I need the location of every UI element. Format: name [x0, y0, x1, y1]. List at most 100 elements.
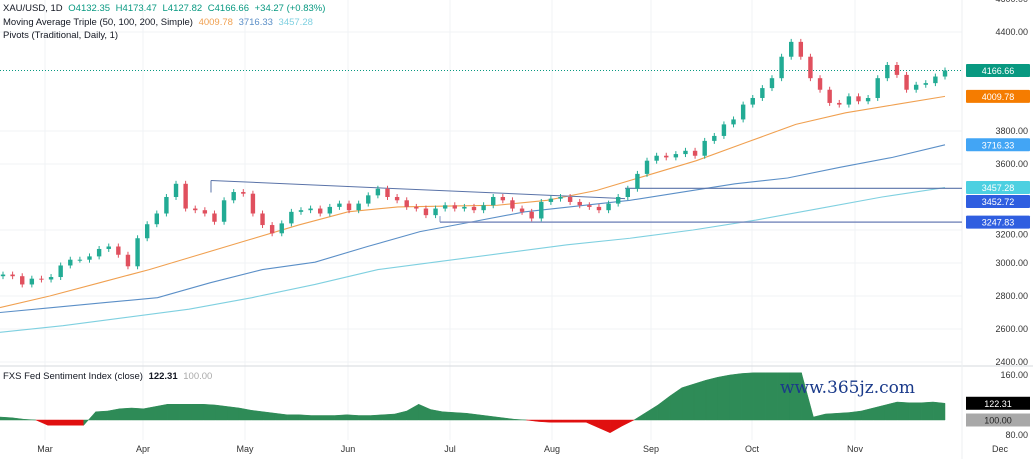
sentiment-area-segment — [466, 412, 479, 421]
x-tick-label: Jul — [444, 444, 456, 454]
sentiment-area-segment — [346, 414, 360, 421]
candle — [817, 75, 823, 93]
price-label-bg — [966, 181, 1030, 195]
candle — [750, 95, 755, 108]
sentiment-area-segment — [430, 409, 443, 421]
sentiment-area-segment — [478, 414, 491, 421]
candle-body — [875, 78, 880, 98]
sentiment-area-segment — [358, 415, 372, 421]
sentiment-area-segment — [681, 383, 695, 421]
candle — [260, 210, 265, 229]
candle-body — [202, 210, 208, 214]
candle — [289, 208, 294, 227]
indicator-baseline-tag-bg — [966, 413, 1030, 427]
indicator-y-tick-label: 80.00 — [1005, 430, 1028, 440]
candle — [712, 132, 717, 144]
candle-body — [337, 203, 342, 207]
sentiment-area-segment — [932, 401, 946, 421]
candle-body — [366, 195, 371, 204]
candle-body — [606, 203, 611, 211]
candle-body — [260, 213, 265, 226]
y-tick-label: 4400.00 — [995, 27, 1028, 37]
sentiment-area-segment — [585, 419, 599, 428]
candle — [250, 190, 256, 217]
candle-body — [779, 56, 784, 79]
sentiment-area-segment — [298, 414, 312, 421]
indicator-value-tag: 122.31 — [984, 399, 1012, 409]
sentiment-area-segment — [442, 411, 455, 421]
candle — [664, 152, 669, 161]
sentiment-area-segment — [920, 401, 934, 421]
x-tick-label: Nov — [847, 444, 864, 454]
candle-body — [596, 206, 602, 211]
candle-body — [356, 203, 361, 211]
candle-body — [827, 89, 832, 103]
sentiment-area-segment — [322, 415, 336, 421]
candle-body — [68, 259, 73, 266]
candle-body — [375, 188, 381, 196]
candle-body — [471, 206, 477, 211]
sentiment-area-segment — [657, 395, 671, 421]
candle — [375, 185, 381, 199]
candle — [10, 271, 15, 280]
candle-body — [221, 200, 227, 222]
sentiment-area-segment — [95, 410, 108, 421]
candle — [269, 222, 275, 237]
y-tick-label: 4600.00 — [995, 0, 1028, 4]
candle-body — [923, 83, 928, 85]
sentiment-area-segment — [538, 419, 551, 423]
candle — [0, 271, 6, 280]
sentiment-area-segment — [310, 415, 324, 421]
pivots-legend[interactable]: Pivots (Traditional, Daily, 1) — [3, 30, 121, 41]
x-tick-label: May — [236, 444, 254, 454]
sentiment-area-segment — [490, 415, 503, 421]
candle — [596, 203, 602, 214]
sentiment-area-segment — [215, 404, 228, 421]
candle — [683, 147, 688, 158]
candle — [125, 251, 131, 270]
sentiment-area-segment — [155, 403, 168, 421]
sentiment-area-segment — [861, 407, 874, 421]
candle — [154, 210, 159, 228]
candle — [77, 256, 83, 263]
x-tick-label: Oct — [745, 444, 760, 454]
candle — [923, 80, 928, 88]
candle — [433, 205, 438, 219]
sentiment-area-segment — [813, 413, 826, 421]
candle-body — [106, 246, 111, 249]
candle-body — [10, 274, 15, 277]
price-label-bg — [966, 215, 1030, 229]
candle-body — [250, 193, 256, 214]
candle — [894, 62, 900, 78]
sentiment-area-segment — [203, 403, 216, 421]
sentiment-area-segment — [765, 372, 778, 421]
candle-body — [318, 208, 323, 214]
candle — [414, 203, 419, 212]
candle-body — [58, 265, 63, 278]
candle-body — [740, 104, 746, 120]
candle — [510, 197, 515, 212]
candle-body — [48, 277, 54, 280]
sentiment-area-segment — [406, 403, 419, 421]
candle — [144, 221, 150, 242]
candle — [442, 202, 448, 212]
triangle-trendline — [210, 179, 626, 200]
candle — [385, 185, 390, 200]
candle-body — [164, 196, 169, 214]
sentiment-area-segment — [35, 419, 49, 426]
ma200-line — [0, 186, 946, 333]
symbol-label[interactable]: XAU/USD, 1D — [3, 3, 63, 14]
candle-body — [414, 206, 419, 209]
candle — [221, 197, 227, 225]
candle — [58, 262, 63, 280]
sentiment-area-segment — [286, 414, 300, 421]
candle — [173, 180, 179, 200]
ma-legend[interactable]: Moving Average Triple (50, 100, 200, Sim… — [3, 17, 316, 28]
candle — [875, 75, 880, 101]
candle-body — [615, 196, 621, 204]
candle — [231, 189, 236, 204]
candle-body — [702, 140, 707, 156]
indicator-value-tag-bg — [966, 396, 1030, 410]
indicator-legend[interactable]: FXS Fed Sentiment Index (close) 122.31 1… — [3, 371, 215, 382]
